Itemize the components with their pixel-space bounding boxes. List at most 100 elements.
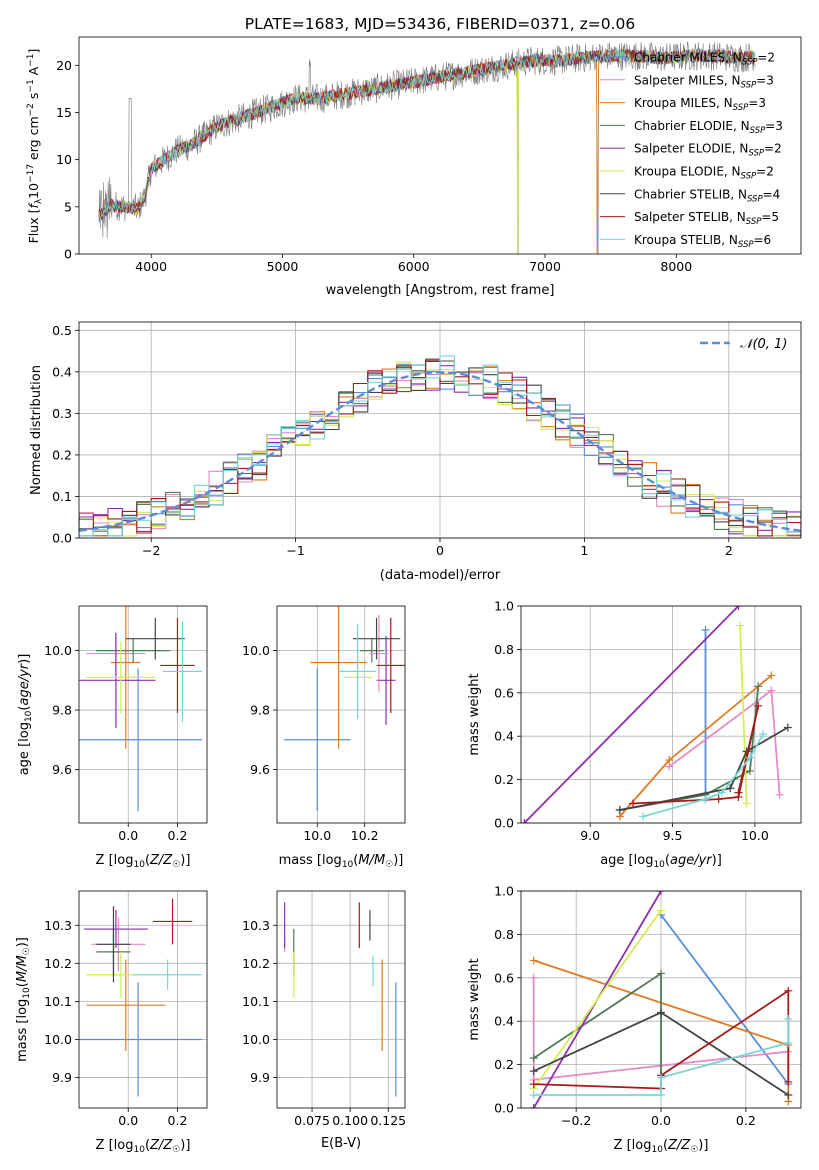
- z-mass-errorbars: [79, 898, 203, 1097]
- z-mass-xtick-label: 0.2: [168, 1113, 188, 1128]
- z-weight-marker: [784, 1038, 793, 1047]
- age-weight-marker: [629, 799, 637, 808]
- residuals-histograms: [79, 355, 801, 537]
- residuals-ytick-label: 0.3: [52, 406, 72, 421]
- z-weight-series-line: [532, 909, 662, 1090]
- spectrum-legend-label: Kroupa STELIB, NSSP=6: [634, 233, 771, 250]
- residuals-histogram-step: [79, 355, 801, 537]
- z-weight-ylabel: mass weight: [467, 958, 482, 1040]
- age-weight-marker: [775, 790, 784, 799]
- z-weight-marker: [657, 1073, 665, 1082]
- spectrum-ytick-label: 15: [56, 105, 72, 120]
- z-weight-xlabel: Z [log10(Z/Z☉)]: [614, 1138, 709, 1155]
- age-weight-ytick-label: 0.2: [494, 772, 514, 787]
- residuals-xtick-label: 2: [725, 543, 733, 558]
- spectrum-ytick-label: 0: [64, 247, 72, 262]
- age-weight-marker: [615, 805, 624, 814]
- z-weight-marker: [529, 1067, 538, 1076]
- spectrum-legend-label: Salpeter ELODIE, NSSP=2: [634, 142, 782, 159]
- spectrum-legend-label: Kroupa MILES, NSSP=3: [634, 96, 766, 113]
- z-mass-ytick-label: 10.3: [44, 918, 72, 933]
- age-weight-ytick-label: 0.0: [494, 816, 514, 831]
- age-weight-marker: [783, 723, 792, 732]
- age-weight-marker: [734, 606, 743, 610]
- age-weight-marker: [754, 701, 763, 710]
- z-weight-xtick-label: 0.2: [736, 1113, 756, 1128]
- z-mass-ytick-label: 9.9: [52, 1070, 72, 1085]
- residuals-xtick-label: 0: [436, 543, 444, 558]
- z-mass-ytick-label: 10.2: [44, 956, 72, 971]
- mass-age-ytick-label: 10.0: [242, 643, 270, 658]
- age-weight-ylabel: mass weight: [467, 673, 482, 755]
- age-weight-xlabel: age [log10(age/yr)]: [600, 853, 722, 870]
- spectrum-model-line: [98, 47, 756, 222]
- spectrum-legend-label: Salpeter MILES, NSSP=3: [634, 73, 774, 90]
- residuals-ytick-label: 0.0: [52, 531, 72, 546]
- age-weight-marker: [745, 766, 754, 775]
- age-weight-frame: [520, 605, 802, 824]
- age-weight-marker: [742, 799, 751, 808]
- spectrum-axes: [75, 64, 677, 258]
- ebv-mass-ytick-label: 10.3: [242, 918, 270, 933]
- age-weight-marker: [736, 621, 745, 630]
- age-weight-marker: [745, 753, 754, 762]
- mass-age-ytick-label: 9.8: [250, 703, 270, 718]
- z-weight-ytick-label: 0.2: [494, 1057, 514, 1072]
- age-weight-marker: [717, 788, 726, 797]
- age-weight-series-line: [632, 705, 760, 805]
- z-weight-marker: [529, 973, 538, 982]
- z-weight-marker: [529, 956, 538, 965]
- z-mass-frame: [78, 890, 208, 1109]
- age-weight-marker: [767, 671, 776, 680]
- z-weight-marker: [657, 969, 665, 978]
- spectrum-legend-label: Salpeter STELIB, NSSP=5: [634, 210, 779, 227]
- z-weight-ytick-label: 0.6: [494, 970, 514, 985]
- age-weight-lines: [521, 606, 792, 823]
- age-weight-xtick-label: 9.5: [663, 828, 683, 843]
- spectrum-xtick-label: 5000: [267, 259, 299, 274]
- ebv-mass-xtick-label: 0.100: [332, 1113, 368, 1128]
- z-mass-ytick-label: 10.0: [44, 1032, 72, 1047]
- spectrum-model-line: [98, 48, 756, 222]
- z-mass-ylabel: mass [log10(M/M☉)]: [15, 937, 32, 1062]
- z-weight-marker: [657, 891, 665, 895]
- residuals-xtick-label: −2: [142, 543, 160, 558]
- ebv-mass-xtick-label: 0.125: [370, 1113, 406, 1128]
- residuals-legend-label: 𝒩(0, 1): [740, 337, 787, 352]
- age-weight-xtick-label: 9.0: [580, 828, 600, 843]
- spectrum-ylabel: Flux [fλ10−17 erg cm−2 s−1 A−1]: [26, 49, 44, 244]
- z-weight-marker: [784, 1090, 793, 1099]
- z-weight-marker: [784, 1015, 793, 1024]
- ebv-mass-ytick-label: 9.9: [250, 1070, 270, 1085]
- age-weight-ytick-label: 0.6: [494, 685, 514, 700]
- age-weight-ytick-label: 0.8: [494, 642, 514, 657]
- age-weight-marker: [701, 625, 710, 634]
- z-weight-series-line: [660, 914, 790, 1085]
- z-age-ylabel: age [log10(age/yr)]: [17, 654, 34, 776]
- z-age-xlabel: Z [log10(Z/Z☉)]: [96, 853, 191, 870]
- spectrum-ytick-label: 10: [56, 152, 72, 167]
- residuals-ytick-label: 0.5: [52, 323, 72, 338]
- z-mass-xlabel: Z [log10(Z/Z☉)]: [96, 1138, 191, 1155]
- age-weight-ytick-label: 1.0: [494, 599, 514, 614]
- z-weight-marker: [529, 1104, 538, 1108]
- ebv-mass-xlabel: E(B-V): [321, 1136, 361, 1151]
- residuals-ytick-label: 0.1: [52, 489, 72, 504]
- z-weight-marker: [657, 1008, 665, 1017]
- z-weight-series-line: [533, 971, 662, 1076]
- residuals-ytick-label: 0.4: [52, 364, 72, 379]
- residuals-frame: [78, 321, 802, 539]
- spectrum-legend: Chabrier MILES, NSSP=2 Salpeter MILES, NS…: [600, 51, 783, 250]
- z-weight-marker: [657, 1090, 665, 1099]
- mass-age-xlabel: mass [log10(M/M☉)]: [279, 853, 404, 870]
- age-weight-marker: [714, 795, 723, 804]
- z-weight-lines: [529, 891, 793, 1108]
- z-age-xtick-label: 0.0: [118, 828, 138, 843]
- z-weight-ytick-label: 0.8: [494, 927, 514, 942]
- spectrum-traces: [98, 41, 756, 254]
- z-weight-marker: [529, 1054, 538, 1063]
- z-weight-ytick-label: 1.0: [494, 884, 514, 899]
- age-weight-xtick-label: 10.0: [741, 828, 769, 843]
- age-weight-marker: [638, 812, 647, 821]
- spectrum-frame: [78, 36, 802, 255]
